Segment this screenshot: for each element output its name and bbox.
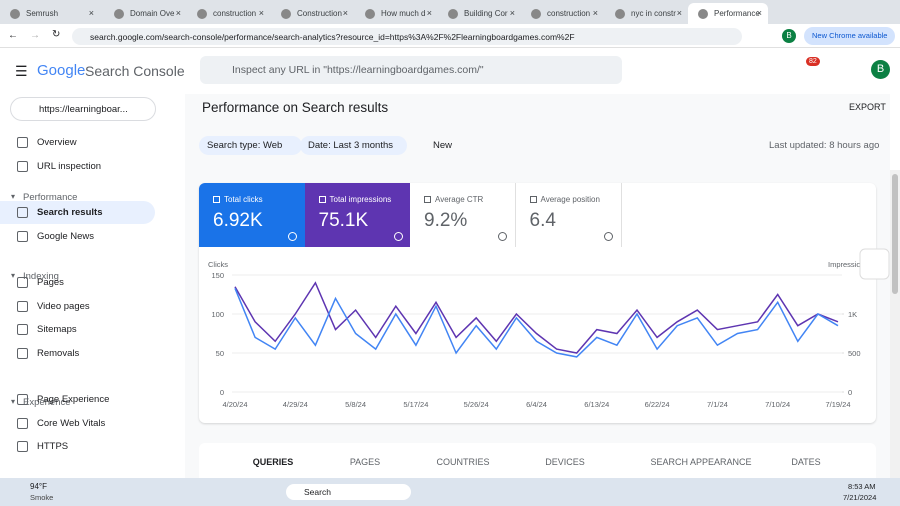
metric-card[interactable]: Average CTR 9.2% [410, 183, 516, 247]
browser-tab[interactable]: How much d × [355, 3, 438, 24]
metric-label: Average CTR [424, 195, 515, 204]
app-header: ☰ Google Search Console 82 B [0, 48, 900, 94]
menu-button[interactable]: ☰ [15, 63, 28, 79]
metric-value: 6.4 [529, 210, 556, 231]
metric-value: 9.2% [424, 210, 468, 231]
nav-section: Experience [11, 397, 70, 408]
metric-card[interactable]: Average position 6.4 [515, 183, 622, 247]
scrollbar [890, 170, 900, 478]
page-title: Performance on Search results [202, 100, 389, 115]
address-bar[interactable]: search.google.com/search-console/perform… [72, 28, 742, 45]
notification-badge[interactable]: 82 [806, 57, 820, 66]
new-filter[interactable]: New [433, 140, 453, 151]
weather-condition: Smoke [30, 493, 54, 502]
nav-section: Indexing [11, 271, 59, 282]
update-button[interactable]: New Chrome available [804, 27, 896, 45]
nav-item[interactable]: Google News [0, 225, 155, 248]
metric-value: 75.1K [318, 210, 369, 231]
browser-tab[interactable]: Construction × [271, 3, 354, 24]
nav-item[interactable]: Pages [0, 271, 155, 294]
last-updated: Last updated: 8 hours ago [769, 140, 880, 151]
result-tab[interactable]: PAGES [349, 457, 381, 467]
metric-value: 6.92K [213, 210, 263, 231]
tab-bar [199, 443, 876, 478]
taskbar-search[interactable]: Search [286, 484, 411, 500]
inspect-search[interactable]: Inspect any URL in "https://learningboar… [200, 56, 622, 84]
nav-item[interactable]: Video pages [0, 295, 155, 318]
metric-card[interactable]: Total clicks 6.92K [199, 183, 305, 247]
clock-date: 7/21/2024 [843, 493, 877, 502]
nav-item[interactable]: Search results [0, 201, 155, 224]
nav-section: Performance [11, 192, 77, 203]
result-tab[interactable]: SEARCH APPEARANCE [650, 457, 752, 467]
sidebar: https://learningboar... [0, 94, 170, 478]
browser-tab[interactable]: construction × [187, 3, 270, 24]
metric-label: Total impressions [318, 195, 411, 204]
logo: Google [37, 62, 86, 79]
metric-label: Average position [529, 195, 621, 204]
nav-item[interactable]: Sitemaps [0, 318, 155, 341]
nav-item[interactable]: Page Experience [0, 388, 155, 411]
forward-button[interactable]: → [30, 30, 40, 41]
account-avatar[interactable]: B [871, 60, 890, 79]
result-tab[interactable]: DATES [791, 457, 821, 467]
browser-tab[interactable]: Semrush × [0, 3, 100, 24]
export-button[interactable]: EXPORT [849, 102, 886, 112]
taskbar: 94°F Smoke Search 8:53 AM 7/21/2024 [0, 478, 900, 506]
result-tab[interactable]: COUNTRIES [436, 457, 490, 467]
browser-tab[interactable]: construction × [521, 3, 604, 24]
browser-tab[interactable]: Domain Ove × [104, 3, 187, 24]
profile-avatar[interactable]: B [782, 29, 796, 43]
back-button[interactable]: ← [8, 30, 18, 41]
result-tab[interactable]: QUERIES [252, 457, 294, 467]
result-tab[interactable]: DEVICES [545, 457, 585, 467]
metric-label: Total clicks [213, 195, 305, 204]
browser-tab[interactable]: nyc in constr × [605, 3, 688, 24]
nav-item[interactable]: URL inspection [0, 155, 155, 178]
metric-card[interactable]: Total impressions 75.1K [304, 183, 411, 247]
nav-item[interactable]: Core Web Vitals [0, 412, 155, 435]
nav-item[interactable]: Overview [0, 131, 155, 154]
browser-tab[interactable]: Building Cor × [438, 3, 521, 24]
clock-time: 8:53 AM [848, 482, 876, 491]
nav-item[interactable]: HTTPS [0, 435, 155, 458]
property-selector[interactable]: https://learningboar... [10, 97, 156, 121]
browser-tab[interactable]: Performance × [688, 3, 768, 24]
nav-item[interactable]: Removals [0, 342, 155, 365]
product-name: Search Console [85, 63, 185, 79]
filter-chip[interactable]: Date: Last 3 months [300, 136, 407, 155]
reload-button[interactable]: ↻ [52, 29, 61, 40]
filter-chip[interactable]: Search type: Web [199, 136, 302, 155]
weather-temp: 94°F [30, 482, 47, 491]
